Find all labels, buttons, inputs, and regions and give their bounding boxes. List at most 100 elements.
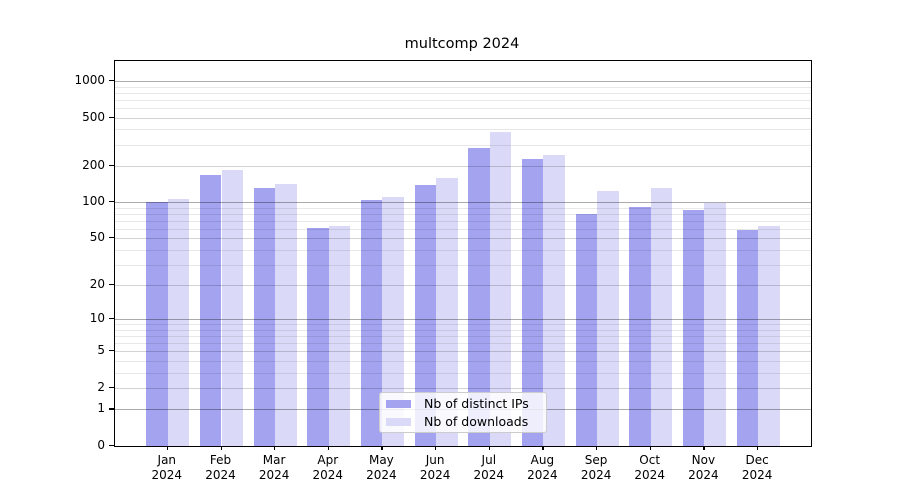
x-tick-label: Sep 2024	[580, 453, 612, 482]
bar-downloads-mar	[275, 184, 297, 446]
plot-area	[114, 60, 812, 447]
gridline-minor	[115, 285, 811, 287]
gridline-minor	[115, 228, 811, 230]
y-axis-tick	[109, 408, 114, 410]
bar-distinct-ips-jan	[146, 202, 168, 446]
bar-distinct-ips-may	[360, 200, 383, 446]
gridline-minor	[115, 351, 811, 353]
legend: Nb of distinct IPs Nb of downloads	[379, 392, 547, 433]
y-axis-tick	[109, 387, 114, 389]
x-axis-tick	[649, 446, 651, 450]
bar-downloads-oct	[650, 188, 673, 446]
y-axis-tick	[109, 318, 114, 320]
y-axis-tick	[109, 164, 114, 166]
bar-downloads-jul	[489, 131, 512, 446]
gridline-minor	[115, 343, 811, 345]
bar-distinct-ips-sep	[575, 213, 598, 446]
gridline-minor	[115, 99, 811, 101]
bar-distinct-ips-nov	[682, 210, 705, 446]
legend-row: Nb of downloads	[386, 414, 540, 429]
x-axis-tick	[327, 446, 329, 450]
x-axis-tick	[757, 446, 759, 450]
y-axis-tick	[109, 445, 114, 447]
y-tick-label: 20	[89, 277, 105, 292]
bar-distinct-ips-jul	[468, 148, 490, 446]
gridline-minor	[115, 249, 811, 251]
bar-distinct-ips-apr	[307, 228, 329, 446]
x-tick-label: Apr 2024	[312, 453, 344, 482]
bar-downloads-may	[382, 196, 404, 446]
x-tick-label: Aug 2024	[527, 453, 558, 482]
gridline-minor	[115, 329, 811, 331]
x-axis-tick	[381, 446, 383, 450]
legend-swatch-downloads	[386, 417, 411, 426]
bar-distinct-ips-feb	[199, 174, 222, 446]
x-tick-label: Jun 2024	[419, 453, 451, 482]
gridline-minor	[115, 165, 811, 167]
gridline-minor	[115, 144, 811, 146]
gridline-minor	[115, 388, 811, 389]
legend-label: Nb of downloads	[424, 414, 529, 429]
gridline-minor	[115, 220, 811, 222]
gridline-minor	[115, 213, 811, 215]
gridline-minor	[115, 86, 811, 88]
bar-distinct-ips-mar	[253, 187, 276, 446]
gridline-minor	[115, 207, 811, 209]
bar-distinct-ips-jun	[414, 184, 437, 446]
gridline-minor	[115, 92, 811, 94]
y-tick-label: 100	[82, 194, 105, 209]
x-axis-tick	[435, 446, 437, 450]
bar-downloads-nov	[704, 202, 726, 446]
bar-distinct-ips-dec	[736, 229, 759, 446]
gridline-minor	[115, 264, 811, 266]
x-axis-tick	[596, 446, 598, 450]
y-axis-tick	[109, 237, 114, 239]
x-tick-label: Dec 2024	[741, 453, 773, 482]
legend-swatch-distinct-ips	[386, 399, 411, 408]
legend-row: Nb of distinct IPs	[386, 396, 540, 411]
x-axis-tick	[274, 446, 276, 450]
gridline-minor	[115, 117, 811, 119]
gridline-minor	[115, 117, 811, 119]
gridline-major	[115, 81, 811, 82]
gridline-minor	[115, 351, 811, 353]
gridline-minor	[115, 129, 811, 131]
y-axis-tick	[109, 350, 114, 352]
y-tick-label: 1000	[74, 73, 105, 87]
x-axis-tick	[488, 446, 490, 450]
bar-downloads-dec	[758, 225, 780, 446]
y-tick-label: 2	[97, 380, 105, 394]
bar-downloads-jun	[436, 177, 458, 446]
bar-distinct-ips-oct	[629, 207, 651, 446]
y-tick-label: 200	[82, 157, 105, 172]
y-tick-label: 50	[89, 230, 105, 245]
bar-downloads-aug	[543, 154, 565, 446]
x-tick-label: Oct 2024	[634, 453, 665, 482]
bar-downloads-sep	[597, 190, 619, 446]
x-tick-label: Mar 2024	[258, 453, 290, 482]
y-tick-label: 0	[97, 438, 105, 452]
gridline-major	[115, 202, 811, 204]
x-axis-tick	[166, 446, 168, 450]
y-tick-label: 10	[89, 311, 105, 326]
x-axis-tick	[703, 446, 705, 450]
x-tick-label: Feb 2024	[205, 453, 236, 482]
y-axis-tick	[109, 284, 114, 286]
bar-distinct-ips-aug	[521, 158, 544, 446]
chart-title: multcomp 2024	[404, 36, 520, 52]
gridline-minor	[115, 165, 811, 167]
gridline-minor	[115, 324, 811, 326]
gridline-minor	[115, 108, 811, 109]
y-axis-tick	[109, 116, 114, 118]
x-axis-tick	[542, 446, 544, 450]
bar-downloads-feb	[221, 169, 244, 446]
gridline-minor	[115, 285, 811, 287]
gridline-minor	[115, 388, 811, 389]
x-tick-label: Jan 2024	[151, 453, 183, 482]
gridline-major	[115, 319, 811, 321]
gridline-minor	[115, 238, 811, 240]
gridline-minor	[115, 372, 811, 374]
bar-downloads-jan	[167, 199, 190, 446]
x-axis-tick	[220, 446, 222, 450]
